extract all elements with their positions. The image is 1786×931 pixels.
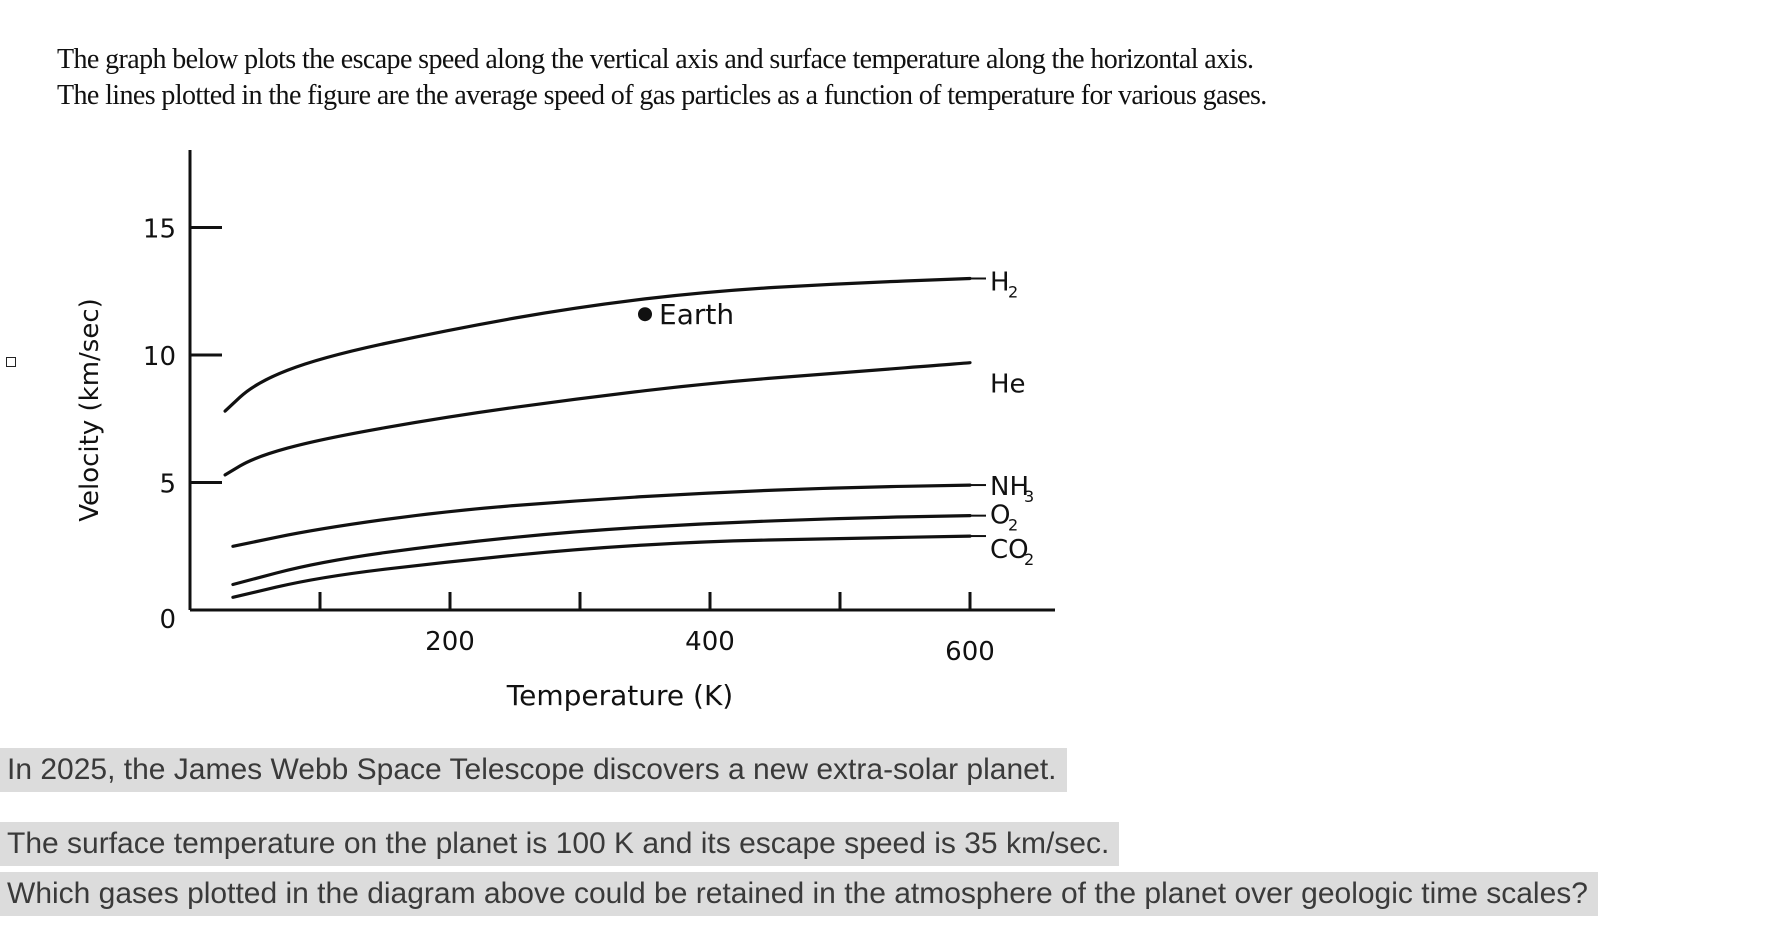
series-label-sub-0: 2 [1008, 283, 1018, 302]
x-tick-label-600: 600 [945, 637, 995, 667]
intro-text: The graph below plots the escape speed a… [57, 42, 1537, 114]
series-line-3 [231, 514, 972, 587]
earth-label: Earth [659, 298, 734, 331]
intro-line-2: The lines plotted in the figure are the … [57, 80, 1267, 111]
series-line-4 [231, 534, 972, 599]
y-tick-label-0: 0 [159, 605, 176, 635]
series-label-base-1: He [990, 370, 1026, 400]
chart-axes: 200 400 600 0 5 10 15 Temperature (K) Velocity (… [75, 150, 1055, 712]
question-line-1-text: In 2025, the James Webb Space Telescope … [0, 748, 1067, 792]
question-line-2-text: The surface temperature on the planet is… [0, 822, 1120, 866]
series-label-base-4: CO [990, 535, 1029, 565]
series-label-0: H2 [990, 268, 1018, 302]
series-line-1 [223, 361, 972, 477]
x-tick-label-400: 400 [685, 627, 735, 657]
series-label-sub-2: 3 [1024, 487, 1034, 506]
intro-line-1: The graph below plots the escape speed a… [57, 44, 1254, 75]
chart-series-lines [223, 276, 972, 599]
series-label-2: NH3 [990, 472, 1034, 506]
series-label-sub-4: 2 [1024, 550, 1034, 569]
x-axis-label: Temperature (K) [506, 679, 733, 712]
series-label-base-2: NH [990, 472, 1029, 502]
question-line-2: The surface temperature on the planet is… [0, 822, 1120, 866]
chart-annotations: Earth [638, 298, 734, 331]
series-label-3: O2 [990, 501, 1018, 535]
escape-speed-chart: 200 400 600 0 5 10 15 Temperature (K) Velocity (… [75, 150, 1055, 712]
y-tick-label-15: 15 [143, 215, 176, 245]
y-axis-label: Velocity (km/sec) [75, 298, 105, 522]
x-tick-label-200: 200 [425, 627, 475, 657]
series-label-sub-3: 2 [1008, 516, 1018, 535]
y-tick-label-5: 5 [159, 470, 176, 500]
question-line-1: In 2025, the James Webb Space Telescope … [0, 748, 1067, 792]
series-label-base-3: O [990, 501, 1010, 531]
y-tick-label-10: 10 [143, 342, 176, 372]
series-line-0 [223, 276, 972, 413]
earth-marker [638, 307, 652, 322]
series-label-4: CO2 [990, 535, 1034, 569]
answer-checkbox[interactable] [6, 357, 16, 367]
question-line-3-text: Which gases plotted in the diagram above… [0, 872, 1598, 916]
series-line-2 [231, 483, 972, 548]
question-line-3: Which gases plotted in the diagram above… [0, 872, 1598, 916]
series-label-base-0: H [990, 268, 1010, 298]
series-label-1: He [990, 370, 1026, 400]
